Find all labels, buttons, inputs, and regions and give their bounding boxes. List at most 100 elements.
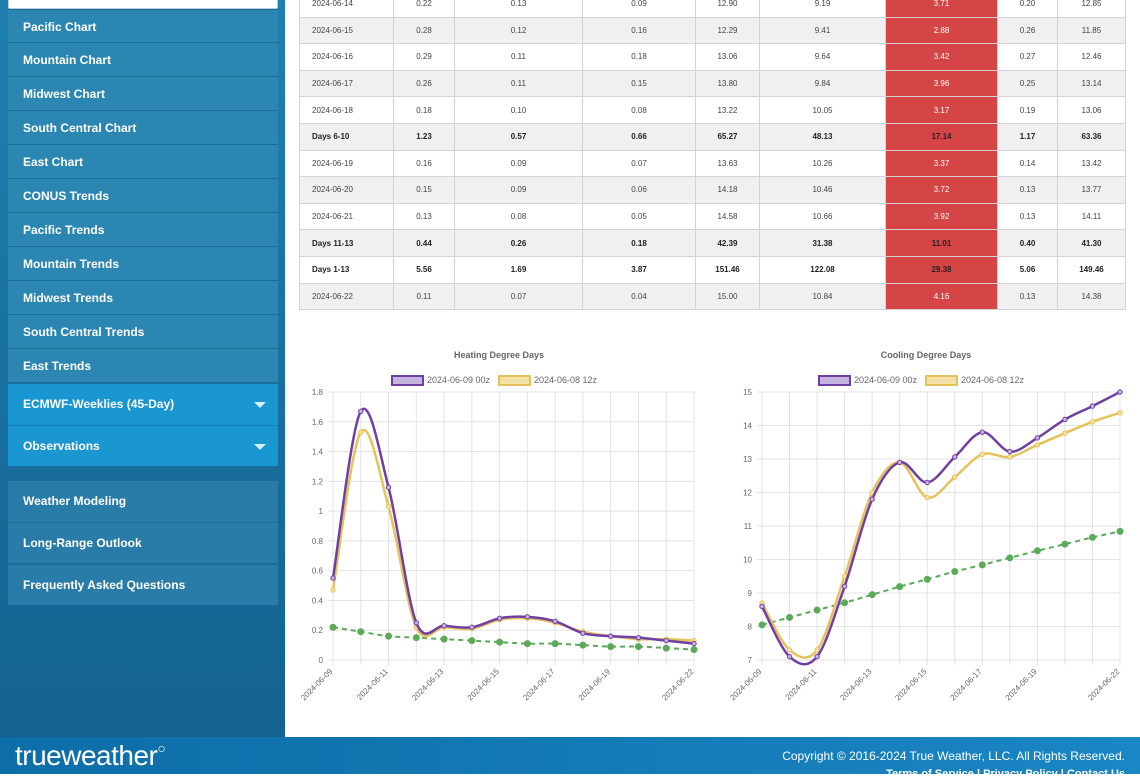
sidebar-item-mountain-trends[interactable]: Mountain Trends: [8, 247, 278, 281]
footer-link-privacy[interactable]: Privacy Policy: [983, 768, 1058, 780]
y-tick-label: 0.2: [312, 626, 324, 635]
table-cell: 3.37: [885, 149, 998, 178]
x-tick-label: 2024-06-17: [948, 667, 984, 703]
sidebar-item-south-central-trends[interactable]: South Central Trends: [8, 315, 278, 349]
table-cell: 14.58: [695, 202, 760, 231]
x-tick-label: 2024-06-19: [1003, 667, 1039, 703]
table-cell: 0.40: [997, 229, 1058, 257]
x-tick-label: 2024-06-22: [1086, 667, 1122, 703]
table-row-label: Days 6-10: [299, 122, 394, 151]
data-point: [924, 494, 930, 501]
footer-separator: |: [973, 768, 984, 780]
table-cell: 15.00: [695, 282, 760, 311]
sidebar-item-south-central-chart[interactable]: South Central Chart: [8, 111, 278, 145]
x-tick-label: 2024-06-15: [466, 667, 502, 703]
table-cell: 42.39: [695, 229, 760, 257]
table-cell: 0.09: [582, 0, 696, 18]
y-tick-label: 13: [743, 455, 752, 464]
data-point: [523, 640, 531, 648]
link-faq[interactable]: Frequently Asked Questions: [8, 564, 278, 605]
series-line: [331, 428, 695, 642]
x-tick-label: 2024-06-11: [784, 667, 819, 702]
footer-link-terms[interactable]: Terms of Service: [886, 768, 974, 780]
series-line: [331, 407, 695, 645]
table-cell: 0.16: [582, 16, 696, 45]
table-cell: 0.57: [454, 122, 583, 151]
data-point: [951, 568, 959, 576]
table-row: 2024-06-14 0.22 0.13 0.09 12.90 9.19 3.71 0.20 1…: [299, 0, 1126, 18]
table-cell: 3.17: [885, 96, 998, 124]
data-point: [1034, 442, 1041, 448]
table-cell: 65.27: [695, 122, 760, 151]
y-tick-label: 10: [743, 556, 752, 565]
table-cell: 3.92: [885, 202, 998, 231]
table-cell: 0.10: [454, 96, 583, 124]
legend-swatch: [391, 375, 424, 386]
sidebar-item-conus-trends[interactable]: CONUS Trends: [8, 179, 278, 213]
data-point: [329, 623, 337, 631]
link-weather-modeling[interactable]: Weather Modeling: [8, 481, 278, 522]
series-line: [760, 411, 1121, 659]
x-tick-label: 2024-06-13: [838, 667, 874, 703]
table-cell: 0.13: [997, 202, 1058, 231]
data-point: [385, 503, 392, 510]
trueweather-logo[interactable]: trueweather○: [15, 740, 166, 772]
sidebar-item-east-chart[interactable]: East Chart: [8, 145, 278, 179]
sidebar-item-pacific-chart[interactable]: Pacific Chart: [8, 9, 278, 43]
dropdown-observations[interactable]: Observations: [8, 425, 278, 466]
dropdown-ecmwf-weeklies[interactable]: ECMWF-Weeklies (45-Day): [8, 384, 278, 425]
table-cell: 13.06: [1057, 96, 1126, 124]
data-point: [358, 408, 364, 415]
table-cell: 0.18: [393, 96, 455, 124]
table-cell: 13.77: [1057, 176, 1126, 204]
dropdown-label: ECMWF-Weeklies (45-Day): [23, 397, 175, 411]
data-point: [869, 496, 875, 502]
table-row-label: 2024-06-16: [299, 43, 394, 71]
sidebar-item-east-trends[interactable]: East Trends: [8, 349, 278, 383]
series-line: [760, 390, 1121, 666]
data-point: [552, 618, 558, 624]
sidebar: Pacific Chart Mountain Chart Midwest Chart…: [0, 0, 285, 737]
y-tick-label: 14: [743, 422, 752, 431]
table-cell: 13.80: [695, 69, 760, 98]
table-cell: 0.18: [582, 43, 696, 71]
dropdown-label: Observations: [23, 439, 100, 453]
logo-text-thin: true: [15, 740, 62, 771]
link-label: Weather Modeling: [23, 494, 127, 508]
table-cell: 12.90: [695, 0, 760, 18]
sidebar-item-midwest-chart[interactable]: Midwest Chart: [8, 77, 278, 111]
table-cell: 0.09: [454, 176, 583, 204]
table-cell: 3.87: [582, 255, 696, 284]
table-cell: 0.26: [393, 69, 455, 98]
data-point: [896, 459, 903, 466]
data-point: [1007, 454, 1013, 460]
degree-days-table: 2024-06-14 0.22 0.13 0.09 12.90 9.19 3.71 0.20 1…: [299, 0, 1126, 311]
data-point: [759, 603, 765, 610]
sidebar-item-pacific-trends[interactable]: Pacific Trends: [8, 213, 278, 247]
legend-label: 2024-06-08 12z: [534, 375, 598, 385]
data-point: [634, 643, 642, 651]
sidebar-search-box[interactable]: [8, 0, 278, 9]
link-long-range-outlook[interactable]: Long-Range Outlook: [8, 522, 278, 563]
table-row-label: Days 1-13: [299, 255, 394, 284]
table-row: 2024-06-15 0.28 0.12 0.16 12.29 9.41 2.88 0.26 1…: [299, 16, 1126, 45]
chart-cooling-degree-days: Cooling Degree Days 2024-06-09 00z 2024-06…: [728, 350, 1124, 703]
data-point: [607, 633, 614, 639]
table-row-label: 2024-06-19: [299, 149, 394, 178]
x-tick-label: 2024-06-22: [660, 667, 696, 703]
sidebar-item-midwest-trends[interactable]: Midwest Trends: [8, 281, 278, 315]
table-row: 2024-06-17 0.26 0.11 0.15 13.80 9.84 3.96 0.25 1…: [299, 69, 1126, 98]
table-row: 2024-06-16 0.29 0.11 0.18 13.06 9.64 3.42 0.27 1…: [299, 43, 1126, 71]
sidebar-item-mountain-chart[interactable]: Mountain Chart: [8, 43, 278, 77]
table-cell: 48.13: [759, 122, 886, 151]
table-cell: 0.08: [454, 202, 583, 231]
table-cell: 0.13: [454, 0, 583, 18]
data-point: [978, 561, 986, 569]
footer-link-contact[interactable]: Contact Us: [1066, 768, 1125, 780]
table-cell: 0.13: [393, 202, 455, 231]
table-cell: 13.06: [695, 43, 760, 71]
table-cell: 12.85: [1057, 0, 1126, 18]
y-tick-label: 0.6: [312, 567, 324, 576]
footer-links: Terms of Service | Privacy Policy | Cont…: [886, 768, 1125, 780]
data-point: [1007, 448, 1013, 455]
